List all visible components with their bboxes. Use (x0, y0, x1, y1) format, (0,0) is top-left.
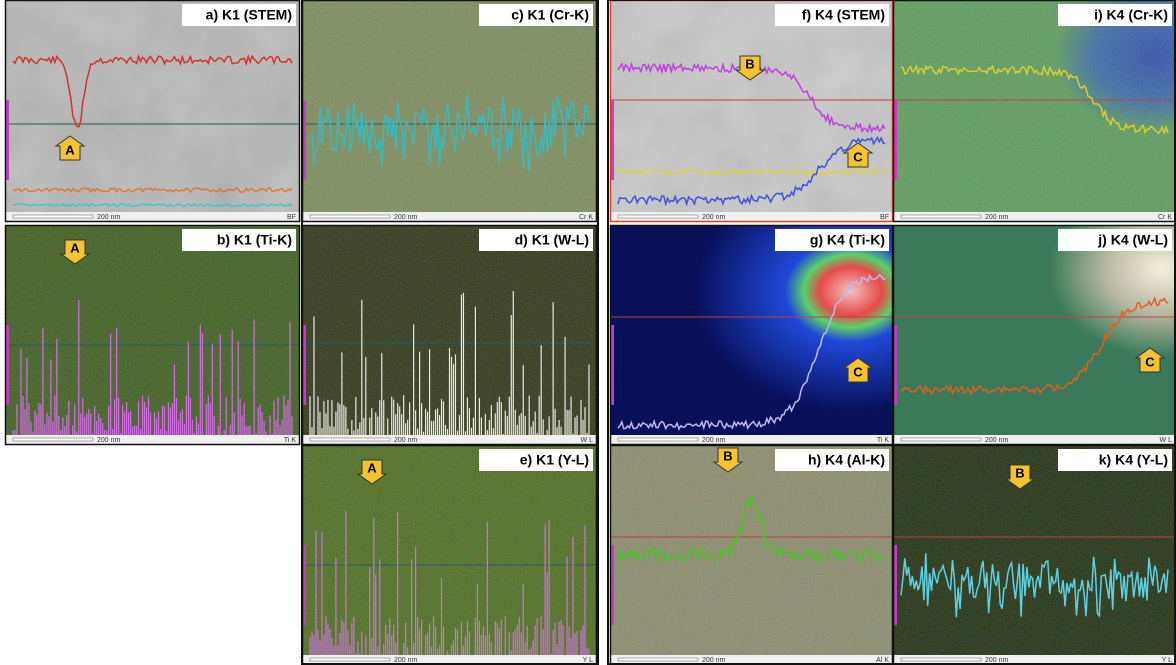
texture (5, 0, 300, 222)
scale-label: 200 nm (394, 657, 418, 664)
panel: i) K4 (Cr-K) 200 nm Cr K (893, 0, 1176, 222)
panel: f) K4 (STEM) 200 nm BF B C (610, 0, 893, 222)
panel: c) K1 (Cr-K) 200 nm Cr K (302, 0, 597, 222)
texture (893, 445, 1176, 665)
texture (893, 0, 1176, 222)
panel-label: d) K1 (W-L) (515, 232, 589, 248)
scale-label: 200 nm (702, 437, 726, 444)
panel-label: e) K1 (Y-L) (520, 452, 589, 468)
scale-label: 200 nm (97, 437, 121, 444)
panel: b) K1 (Ti-K) 200 nm Ti K A (5, 225, 300, 445)
scale-bar (618, 438, 698, 441)
marker-label: A (70, 240, 80, 255)
panel-label: a) K1 (STEM) (206, 7, 292, 23)
corner-tag: BF (287, 214, 296, 221)
scale-label: 200 nm (985, 437, 1009, 444)
scale-bar (618, 658, 698, 661)
marker-label: C (853, 364, 863, 379)
scale-label: 200 nm (702, 657, 726, 664)
scale-label: 200 nm (702, 214, 726, 221)
scale-label: 200 nm (394, 214, 418, 221)
corner-tag: Cr K (1158, 214, 1172, 221)
marker-label: B (723, 448, 732, 463)
corner-tag: W L (1160, 437, 1173, 444)
panel-label: g) K4 (Ti-K) (810, 232, 885, 248)
corner-tag: Al K (876, 657, 889, 664)
panel-label: k) K4 (Y-L) (1099, 452, 1168, 468)
corner-tag: Ti K (877, 437, 890, 444)
scale-label: 200 nm (394, 437, 418, 444)
panel: j) K4 (W-L) 200 nm W L C (893, 225, 1176, 445)
panel-label: f) K4 (STEM) (802, 7, 885, 23)
scale-label: 200 nm (97, 214, 121, 221)
scale-label: 200 nm (985, 657, 1009, 664)
scale-bar (13, 215, 93, 218)
panel-image (610, 225, 893, 445)
texture (5, 225, 300, 445)
marker-label: A (65, 142, 75, 157)
marker-label: B (1015, 465, 1024, 480)
panel: a) K1 (STEM) 200 nm BF A (5, 0, 300, 222)
panel: k) K4 (Y-L) 200 nm Y L B (893, 445, 1176, 665)
texture (610, 0, 893, 222)
texture (610, 445, 893, 665)
marker-label: A (367, 460, 377, 475)
scale-bar (901, 658, 981, 661)
scale-bar (310, 215, 390, 218)
marker-label: B (745, 56, 754, 71)
scale-bar (901, 438, 981, 441)
corner-tag: Y L (583, 657, 593, 664)
corner-tag: Y L (1162, 657, 1172, 664)
corner-tag: BF (880, 214, 889, 221)
panel-label: b) K1 (Ti-K) (217, 232, 292, 248)
panel-label: c) K1 (Cr-K) (511, 7, 589, 23)
scale-label: 200 nm (985, 214, 1009, 221)
corner-tag: W L (581, 437, 594, 444)
corner-tag: Cr K (579, 214, 593, 221)
panel: d) K1 (W-L) 200 nm W L (302, 225, 597, 445)
panel-label: j) K4 (W-L) (1097, 232, 1168, 248)
figure: a) K1 (STEM) 200 nm BF Ab) K1 (Ti-K) 200 nm T… (0, 0, 1176, 665)
corner-tag: Ti K (284, 437, 297, 444)
panel-image (893, 225, 1176, 445)
marker-label: C (1145, 354, 1155, 369)
scale-bar (901, 215, 981, 218)
scale-bar (13, 438, 93, 441)
panel: e) K1 (Y-L) 200 nm Y L A (302, 445, 597, 665)
panel: h) K4 (Al-K) 200 nm Al K B (610, 445, 893, 665)
scale-bar (310, 438, 390, 441)
marker-label: C (853, 149, 863, 164)
panel-label: i) K4 (Cr-K) (1094, 7, 1168, 23)
panel: g) K4 (Ti-K) 200 nm Ti K C (610, 225, 893, 445)
scale-bar (618, 215, 698, 218)
scale-bar (310, 658, 390, 661)
panel-label: h) K4 (Al-K) (808, 452, 885, 468)
